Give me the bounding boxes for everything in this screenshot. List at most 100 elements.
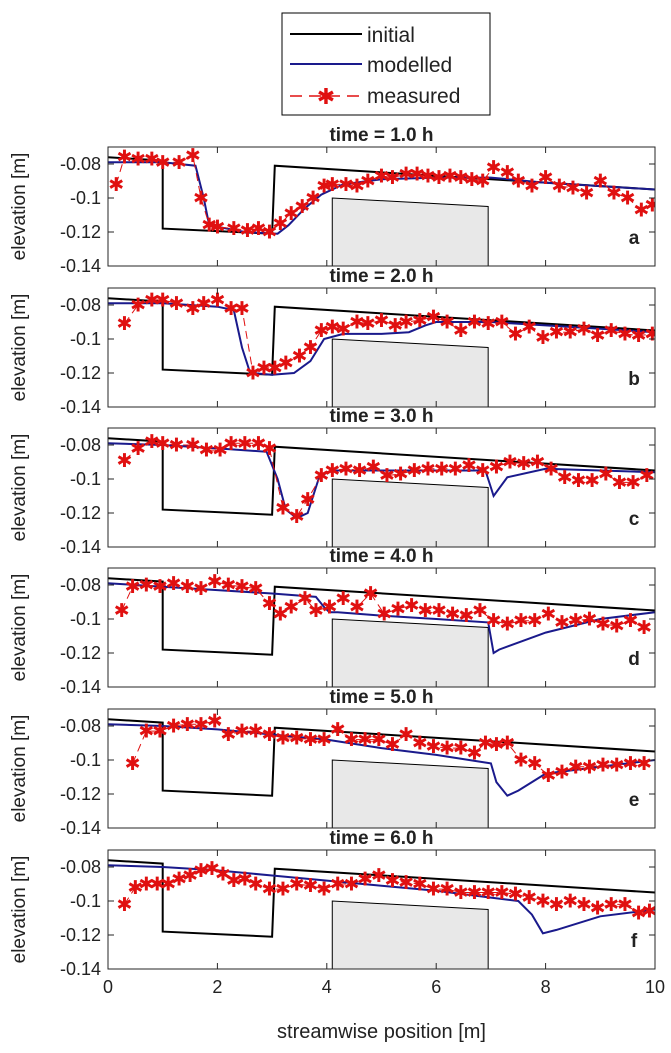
measured-point: ✱ (584, 470, 600, 492)
measured-point: ✱ (371, 865, 387, 887)
measured-point: ✱ (590, 897, 606, 919)
measured-point: ✱ (302, 337, 318, 359)
measured-point: ✱ (611, 472, 627, 494)
measured-point: ✱ (322, 597, 338, 619)
x-tick-label: 8 (541, 977, 551, 997)
measured-point: ✱ (409, 164, 425, 186)
measured-point: ✱ (633, 199, 649, 221)
measured-point: ✱ (431, 167, 447, 189)
measured-point: ✱ (248, 721, 264, 743)
measured-point: ✱ (349, 176, 365, 198)
measured-point: ✱ (393, 463, 409, 485)
y-tick-label: -0.1 (70, 469, 101, 489)
measured-point: ✱ (283, 203, 299, 225)
measured-point: ✱ (606, 182, 622, 204)
measured-point: ✱ (549, 894, 565, 916)
measured-point: ✱ (384, 167, 400, 189)
measured-point: ✱ (475, 171, 491, 193)
measured-point: ✱ (313, 320, 329, 342)
measured-point: ✱ (398, 164, 414, 186)
measured-point: ✱ (149, 874, 165, 896)
measured-point: ✱ (313, 465, 329, 487)
measured-point: ✱ (549, 322, 565, 344)
measured-point: ✱ (477, 733, 493, 755)
measured-point: ✱ (223, 298, 239, 320)
measured-point: ✱ (502, 452, 518, 474)
measured-point: ✱ (494, 312, 510, 334)
measured-point: ✱ (316, 879, 332, 901)
y-tick-label: -0.08 (60, 716, 101, 736)
legend-initial-label: initial (367, 24, 415, 47)
measured-point: ✱ (272, 213, 288, 235)
measured-point: ✱ (447, 458, 463, 480)
measured-point: ✱ (193, 714, 209, 736)
measured-point: ✱ (193, 578, 209, 600)
measured-point: ✱ (554, 612, 570, 634)
measured-point: ✱ (278, 352, 294, 374)
measured-point: ✱ (363, 583, 379, 605)
legend-modelled-label: modelled (367, 54, 452, 77)
measured-point: ✱ (335, 318, 351, 340)
measured-point: ✱ (261, 222, 277, 244)
measured-point: ✱ (524, 176, 540, 198)
measured-point: ✱ (499, 614, 515, 636)
measured-point: ✱ (226, 218, 242, 240)
obstacle-block (331, 900, 489, 970)
legend: initial modelled ✱ measured (281, 12, 491, 116)
measured-point: ✱ (302, 729, 318, 751)
measured-point: ✱ (220, 724, 236, 746)
measured-point: ✱ (130, 438, 146, 460)
measured-point: ✱ (152, 721, 168, 743)
measured-point: ✱ (272, 603, 288, 625)
panel-c: time = 3.0 h✱✱✱✱✱ ✱✱✱✱✱✱✱✱✱✱✱✱✱✱✱✱✱✱✱✱✱✱✱… (9, 406, 656, 557)
measured-point: ✱ (234, 576, 250, 598)
modelled-line (108, 864, 655, 935)
measured-point: ✱ (171, 152, 187, 174)
y-tick-label: -0.1 (70, 329, 101, 349)
measured-point: ✱ (155, 289, 171, 311)
modelled-line (108, 442, 655, 520)
measured-point: ✱ (508, 323, 524, 345)
measured-point: ✱ (108, 174, 124, 196)
measured-point: ✱ (237, 868, 253, 890)
measured-point: ✱ (622, 753, 638, 775)
y-tick-label: -0.12 (60, 363, 101, 383)
measured-point: ✱ (513, 610, 529, 632)
initial-line (108, 718, 655, 797)
measured-point: ✱ (417, 600, 433, 622)
measured-point: ✱ (609, 755, 625, 777)
measured-point: ✱ (420, 458, 436, 480)
x-tick-label: 0 (103, 977, 113, 997)
measured-line (115, 154, 653, 233)
measured-point: ✱ (116, 313, 132, 335)
measured-point: ✱ (343, 874, 359, 896)
measured-point: ✱ (237, 433, 253, 455)
measured-point: ✱ (461, 455, 477, 477)
measured-point: ✱ (581, 756, 597, 778)
measured-point: ✱ (168, 435, 184, 457)
measured-point: ✱ (300, 489, 316, 511)
plot-series: ✱✱✱✱✱✱✱✱✱✱✱✱✱✱✱✱✱✱✱✱✱✱✱✱✱✱✱✱✱✱✱✱✱✱✱✱✱✱✱✱ (108, 571, 655, 656)
measured-point: ✱ (250, 433, 266, 455)
measured-point: ✱ (324, 174, 340, 196)
measured-point: ✱ (420, 165, 436, 187)
y-tick-label: -0.14 (60, 677, 101, 697)
y-tick-label: -0.12 (60, 925, 101, 945)
measured-point: ✱ (499, 733, 515, 755)
measured-point: ✱ (642, 901, 658, 923)
measured-point: ✱ (486, 610, 502, 632)
panel-label: b (628, 369, 640, 390)
y-axis-label: elevation [m] (9, 856, 30, 964)
y-tick-label: -0.08 (60, 575, 101, 595)
measured-point: ✱ (527, 610, 543, 632)
measured-point: ✱ (581, 609, 597, 631)
measured-point: ✱ (609, 615, 625, 637)
measured-point: ✱ (193, 860, 209, 882)
measured-point: ✱ (379, 465, 395, 487)
measured-point: ✱ (598, 463, 614, 485)
y-tick-label: -0.08 (60, 154, 101, 174)
panel-label: c (629, 509, 640, 530)
legend-measured-marker: ✱ (317, 85, 335, 110)
measured-point: ✱ (404, 595, 420, 617)
measured-point: ✱ (289, 874, 305, 896)
